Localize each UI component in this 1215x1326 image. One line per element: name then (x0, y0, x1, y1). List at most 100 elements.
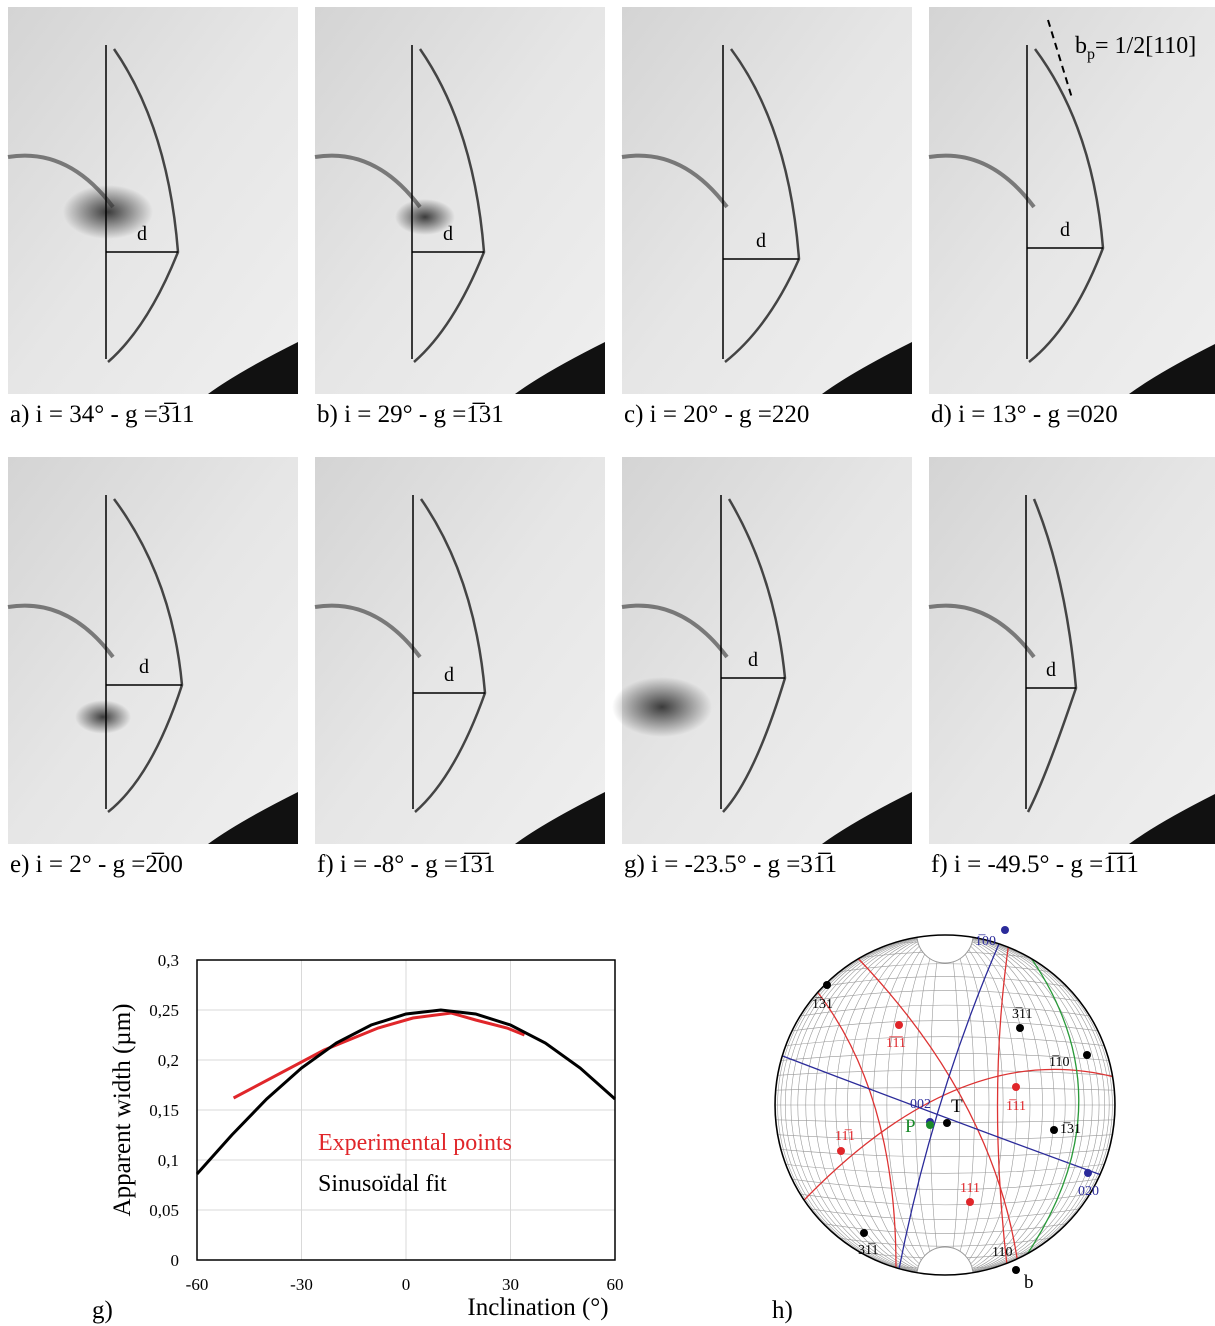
width-label: d (1046, 659, 1056, 681)
width-label: d (444, 664, 454, 686)
pole-label: 110 (992, 1245, 1012, 1260)
net-parallel (775, 1189, 1115, 1206)
pole-marker (943, 1119, 951, 1127)
net-parallel (775, 1020, 1115, 1034)
pole-label: 1̅00 (975, 934, 996, 949)
burgers-rest: = 1/2[110] (1095, 33, 1196, 59)
pole-label: 31̅1 (858, 1243, 878, 1258)
x-tick-label: 30 (502, 1275, 519, 1294)
series-line (195, 1008, 616, 1175)
pole-label: 11̅1 (835, 1129, 855, 1144)
x-axis-title: Inclination (°) (467, 1294, 608, 1321)
net-parallel (775, 1272, 1115, 1275)
net-parallel (775, 1148, 1115, 1157)
pole-label: 1̅31 (1060, 1122, 1081, 1137)
micrograph: d e) i = 2° - g =2̅00 (7, 457, 298, 878)
side-dislocation (314, 153, 422, 209)
y-tick-label: 0,2 (158, 1051, 179, 1070)
y-tick-label: 0,3 (158, 951, 179, 970)
pole-marker (1083, 1051, 1091, 1059)
dark-corner (515, 342, 605, 394)
pole-marker (1012, 1266, 1020, 1274)
net-parallel (775, 1134, 1115, 1140)
side-dislocation (621, 153, 729, 209)
pole-label: 1̅11 (1006, 1099, 1026, 1114)
legend-entry: Sinusoïdal fit (318, 1171, 447, 1197)
x-tick-label: -30 (290, 1275, 313, 1294)
great-circle (1004, 935, 1080, 1275)
micrograph: d a) i = 34° - g =3̅11 (7, 7, 298, 428)
pole-marker (823, 981, 831, 989)
burgers-main: b (1075, 33, 1087, 59)
net-parallel (775, 935, 1115, 936)
panel-caption: f) i = -8° - g =1̅3̅1 (317, 851, 495, 878)
dark-corner (1129, 344, 1215, 394)
x-tick-label: 0 (402, 1275, 411, 1294)
net-parallel (775, 1213, 1115, 1234)
micrograph-image (622, 7, 912, 394)
side-dislocation (7, 603, 115, 659)
x-tick-label: 60 (607, 1275, 624, 1294)
pole-marker (1012, 1083, 1020, 1091)
net-parallel (775, 1162, 1115, 1174)
dislocation-loop (414, 498, 487, 813)
contrast-blob (612, 677, 712, 737)
panel-caption: c) i = 20° - g =220 (624, 401, 809, 428)
great-circle (894, 935, 1006, 1275)
y-tick-label: 0,05 (149, 1201, 179, 1220)
dislocation-loop (413, 48, 486, 363)
dark-corner (208, 792, 298, 844)
side-dislocation (621, 603, 729, 659)
wulff-net (775, 935, 1115, 1275)
primitive-circle (774, 934, 1116, 1276)
y-tick-label: 0 (171, 1251, 180, 1270)
width-label: d (756, 230, 766, 252)
dark-corner (822, 792, 912, 844)
contrast-blob (63, 185, 153, 239)
micrograph: d g) i = -23.5° - g =31̅1 (612, 457, 912, 878)
pole-label: 002 (910, 1097, 931, 1112)
pole-marker (966, 1198, 974, 1206)
legend-entry: Experimental points (318, 1130, 512, 1156)
pole-marker (1001, 926, 1009, 934)
pole-marker (926, 1121, 934, 1129)
great-circle (779, 1054, 1115, 1181)
panel-caption: b) i = 29° - g =1̅31 (317, 401, 504, 428)
micrograph: d f) i = -49.5° - g =1̅1̅1 (928, 457, 1215, 878)
side-dislocation (928, 153, 1036, 209)
great-circle (789, 1068, 1115, 1216)
pole-label: 1̅10 (1049, 1055, 1069, 1070)
net-parallel (775, 1004, 1115, 1021)
pole-label: 3̅11 (1012, 1007, 1032, 1022)
pole-marker (1084, 1169, 1092, 1177)
dislocation-loop (107, 48, 180, 363)
width-label: d (139, 656, 149, 678)
pole-label: 1̅31 (812, 997, 833, 1012)
great-circle (811, 984, 897, 1275)
dark-corner (822, 342, 912, 394)
dislocation-loop (1028, 48, 1105, 363)
width-label: d (1060, 219, 1070, 241)
micrograph: d f) i = -8° - g =1̅3̅1 (314, 457, 605, 878)
pole-label: 1̅1̅1 (886, 1036, 906, 1051)
dark-corner (1129, 794, 1215, 844)
width-label: d (137, 223, 147, 245)
micrograph-image (8, 457, 298, 844)
pole-label: T (951, 1096, 963, 1117)
net-parallel (775, 1176, 1115, 1190)
width-label: d (748, 649, 758, 671)
dislocation-loop (724, 48, 801, 363)
dark-corner (208, 342, 298, 394)
burgers-label: bp= 1/2[110] (1075, 33, 1196, 63)
net-parallel (775, 990, 1115, 1008)
net-parallel (775, 1224, 1115, 1247)
dark-corner (515, 792, 605, 844)
side-dislocation (7, 153, 115, 209)
polar-cap (916, 1246, 974, 1275)
polar-cap (916, 935, 974, 964)
pole-marker (1050, 1126, 1058, 1134)
y-tick-label: 0,1 (158, 1151, 179, 1170)
contrast-blob (75, 700, 131, 734)
great-circle (996, 935, 1011, 1275)
